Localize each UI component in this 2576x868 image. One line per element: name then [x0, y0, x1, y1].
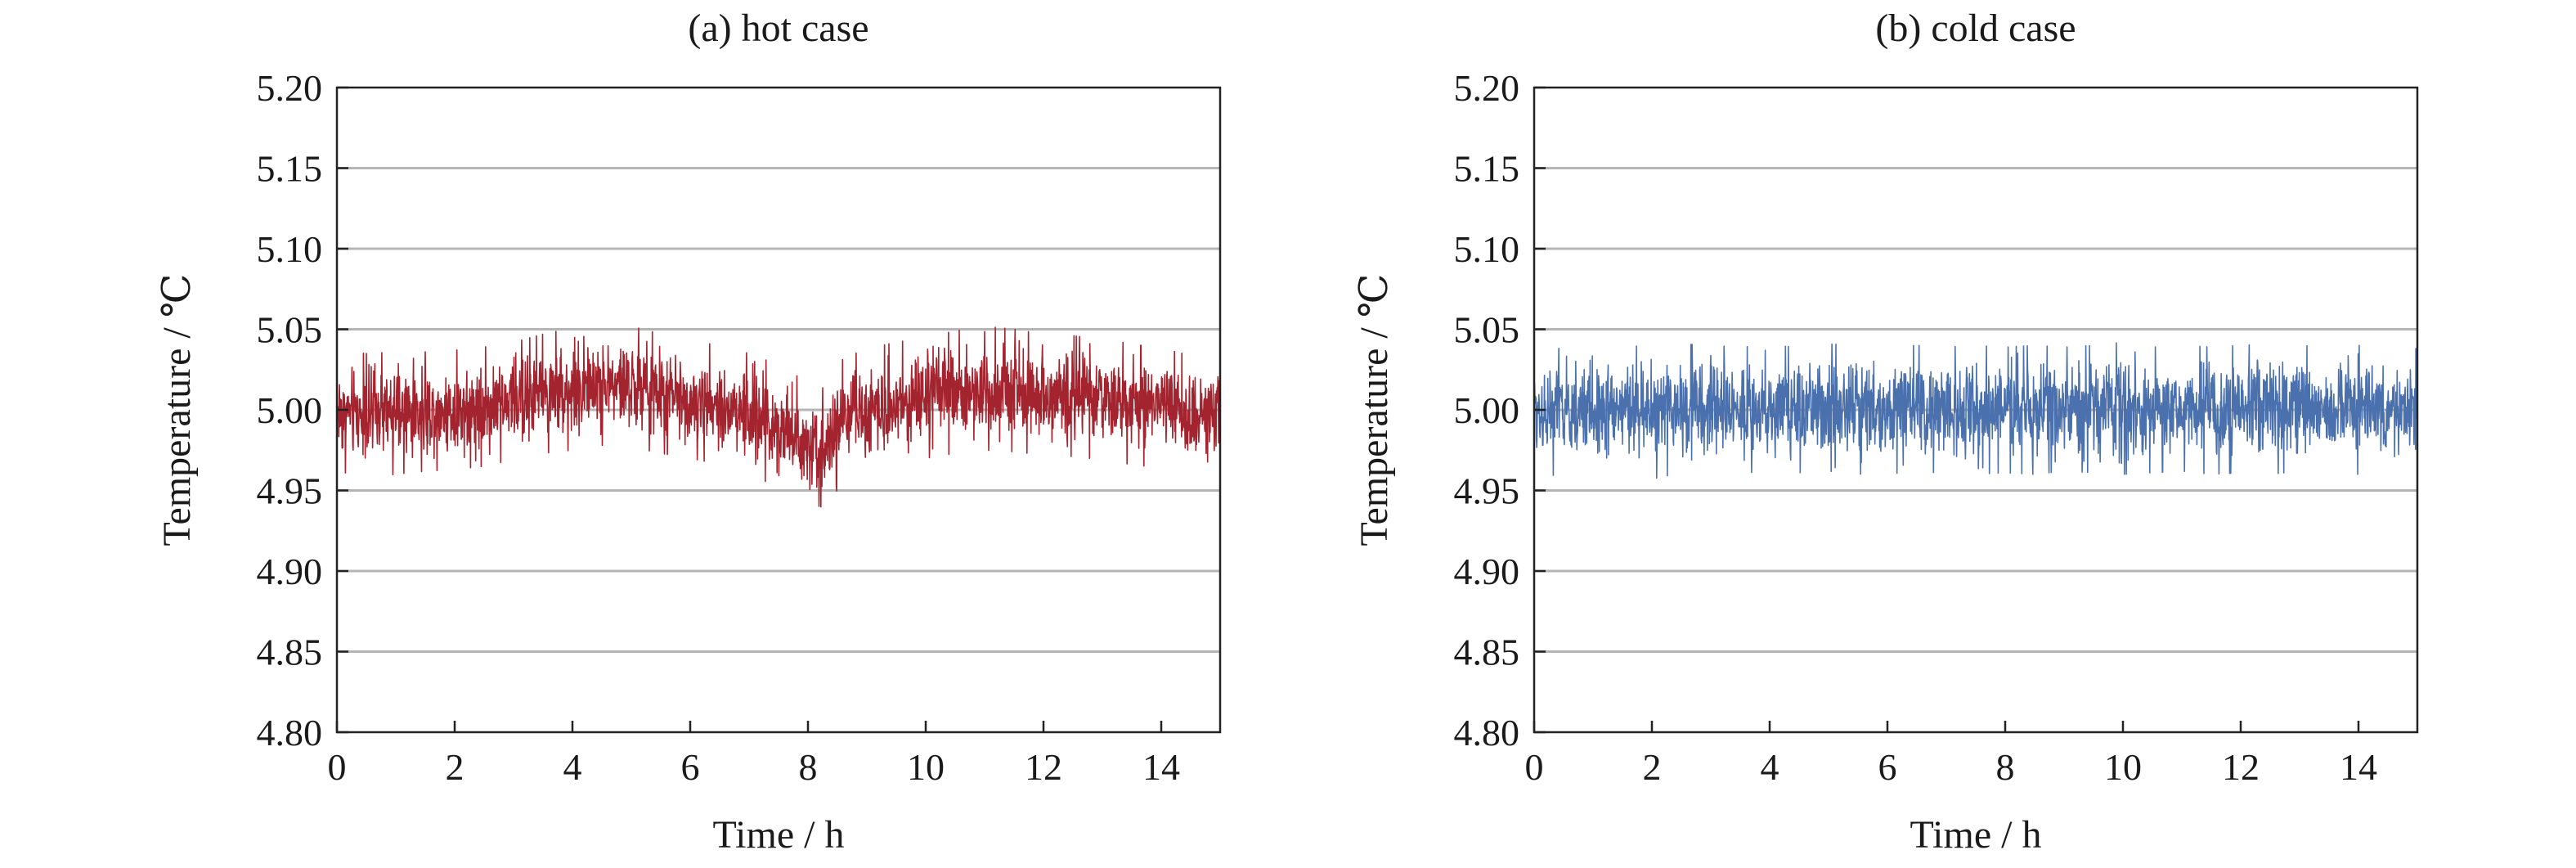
y-tick-label: 4.90 — [257, 551, 323, 592]
x-tick-label: 4 — [563, 746, 582, 788]
y-tick-label: 4.80 — [257, 712, 323, 753]
x-tick-label: 10 — [2104, 746, 2142, 788]
y-tick-label: 4.95 — [1454, 470, 1520, 512]
y-ticks: 4.80 4.85 4.90 4.95 5.00 5.05 5.10 5.15 5.20 — [1454, 67, 1546, 753]
y-tick-label: 5.15 — [257, 148, 323, 190]
x-tick-label: 8 — [1996, 746, 2015, 788]
x-tick-label: 12 — [2222, 746, 2260, 788]
x-ticks: 0 2 4 6 8 10 12 14 — [1525, 721, 2377, 788]
series-line — [1533, 342, 2418, 479]
y-tick-label: 5.00 — [1454, 389, 1520, 431]
x-tick-label: 14 — [2340, 746, 2377, 788]
y-tick-label: 5.20 — [257, 67, 323, 109]
x-tick-label: 2 — [446, 746, 464, 788]
x-tick-label: 6 — [681, 746, 700, 788]
x-tick-label: 4 — [1761, 746, 1779, 788]
y-tick-label: 4.95 — [257, 470, 323, 512]
y-tick-label: 5.10 — [1454, 228, 1520, 270]
series-line — [336, 326, 1221, 508]
y-tick-label: 5.05 — [1454, 309, 1520, 351]
x-ticks: 0 2 4 6 8 10 12 14 — [328, 721, 1180, 788]
x-tick-label: 2 — [1643, 746, 1662, 788]
y-tick-label: 5.05 — [257, 309, 323, 351]
x-tick-label: 12 — [1025, 746, 1062, 788]
x-tick-label: 0 — [328, 746, 347, 788]
panel-hot-case: (a) hot case Time / h Temperature / ℃ 0 2… — [155, 7, 1222, 857]
x-tick-label: 10 — [907, 746, 945, 788]
x-axis-label: Time / h — [713, 813, 845, 857]
y-axis-label: Temperature / ℃ — [1353, 274, 1396, 546]
x-tick-label: 6 — [1878, 746, 1897, 788]
y-tick-label: 5.10 — [257, 228, 323, 270]
x-axis-label: Time / h — [1910, 813, 2042, 857]
y-tick-label: 4.85 — [1454, 632, 1520, 673]
x-tick-label: 0 — [1525, 746, 1544, 788]
panel-cold-case: (b) cold case Time / h Temperature / ℃ 0… — [1353, 7, 2419, 857]
series-hot — [336, 326, 1221, 508]
series-cold — [1533, 342, 2418, 479]
y-tick-label: 5.15 — [1454, 148, 1520, 190]
x-tick-label: 8 — [799, 746, 818, 788]
y-tick-label: 5.20 — [1454, 67, 1520, 109]
chart-title: (a) hot case — [688, 7, 868, 50]
y-ticks: 4.80 4.85 4.90 4.95 5.00 5.05 5.10 5.15 5.20 — [257, 67, 348, 753]
y-tick-label: 4.80 — [1454, 712, 1520, 753]
y-tick-label: 4.90 — [1454, 551, 1520, 592]
y-tick-label: 4.85 — [257, 632, 323, 673]
chart-title: (b) cold case — [1875, 7, 2076, 50]
y-tick-label: 5.00 — [257, 389, 323, 431]
x-tick-label: 14 — [1142, 746, 1180, 788]
y-axis-label: Temperature / ℃ — [155, 274, 199, 546]
